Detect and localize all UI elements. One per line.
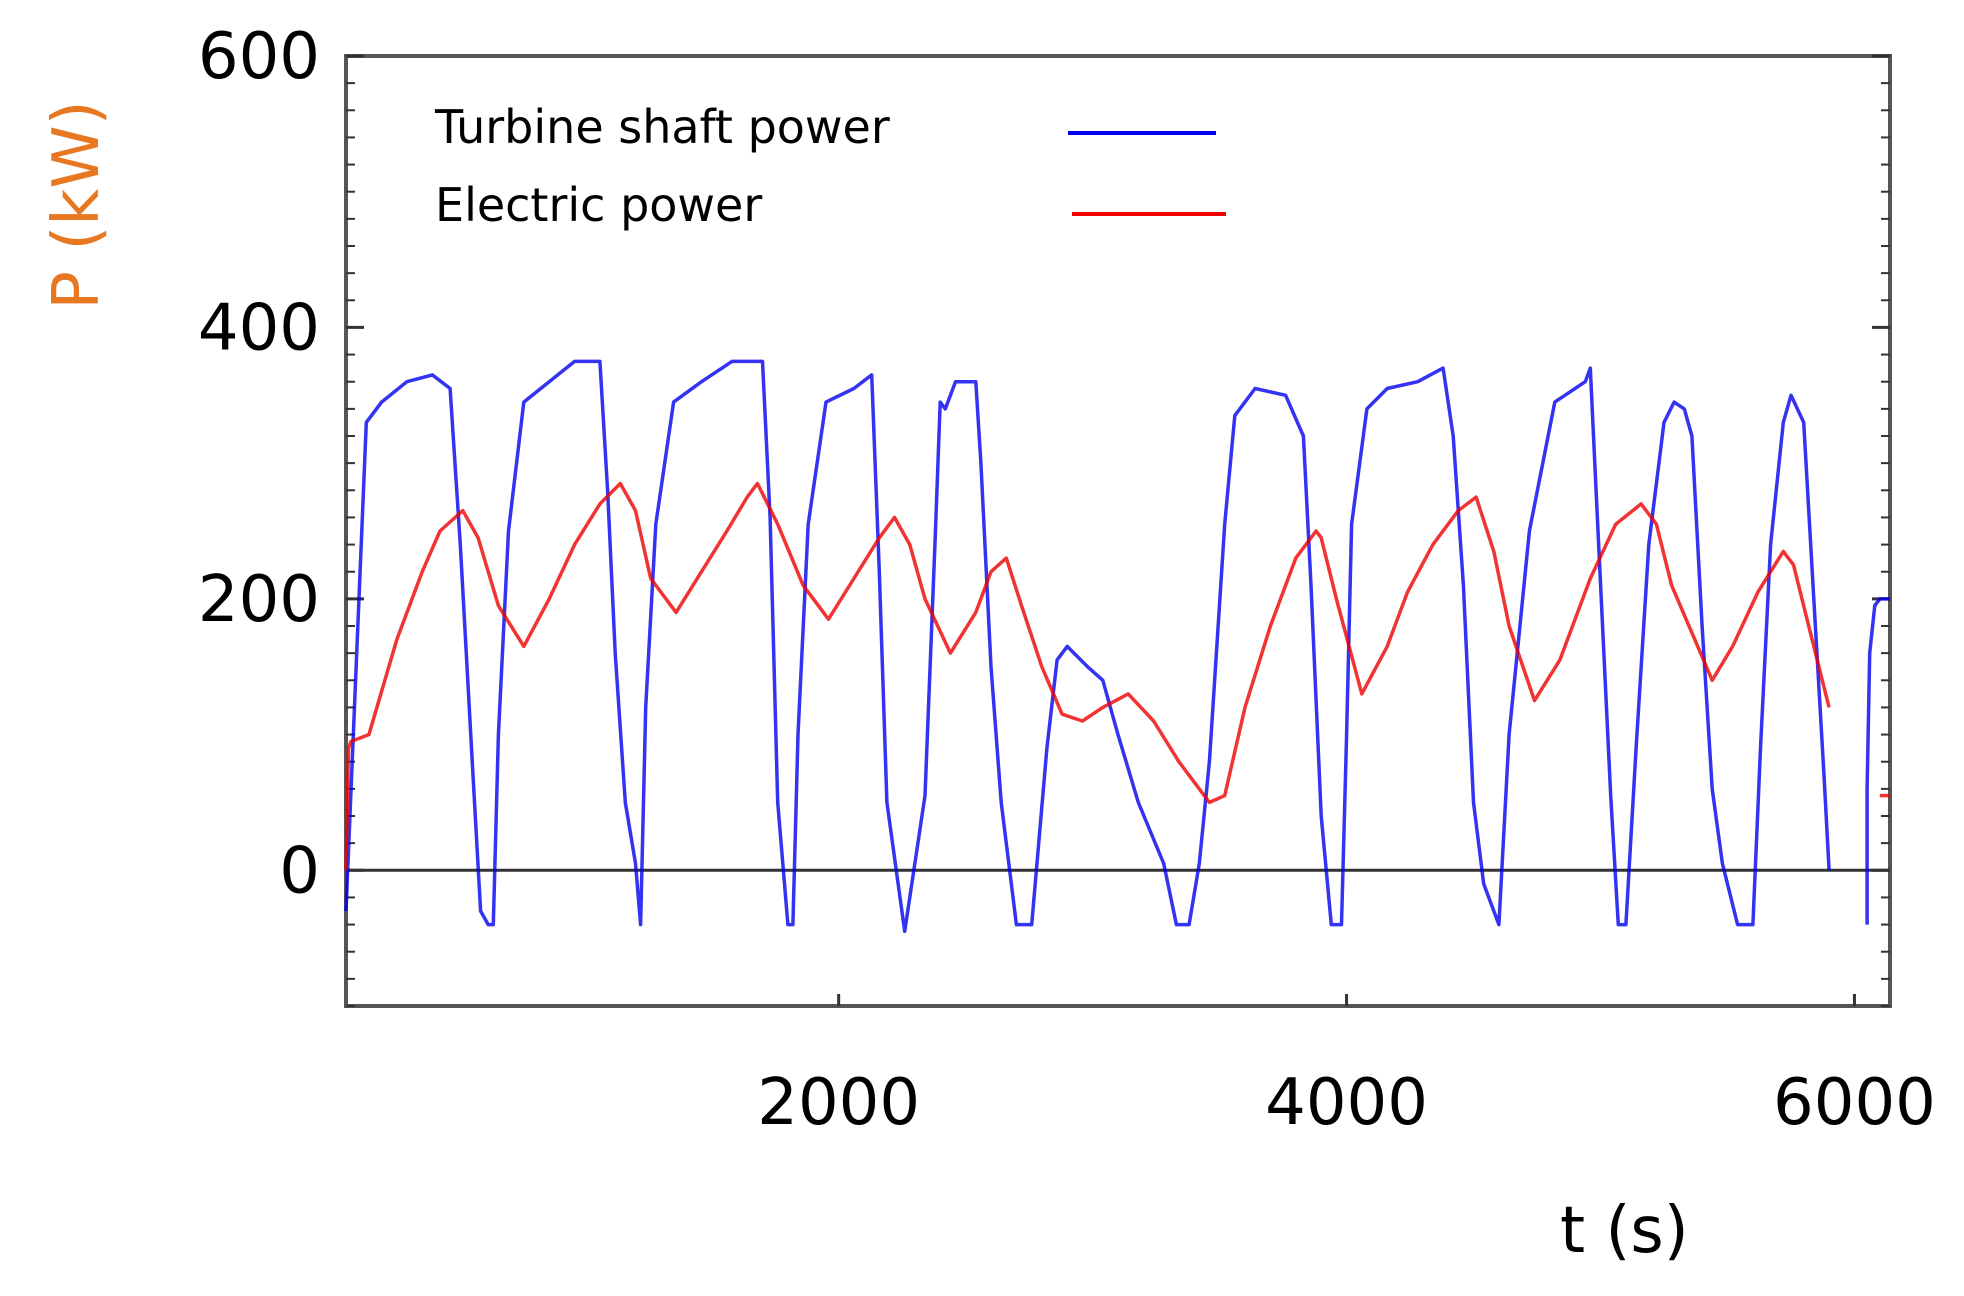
x-tick-label: 4000 bbox=[1265, 1066, 1428, 1140]
legend: Turbine shaft power Electric power bbox=[434, 100, 1226, 232]
series-layer bbox=[344, 359, 1890, 934]
x-tick-label: 2000 bbox=[757, 1066, 920, 1140]
series-line-turbine-shaft-power bbox=[344, 359, 1831, 934]
series-line-electric-power bbox=[344, 481, 1831, 871]
series-segment-turbine-shaft-power bbox=[1865, 597, 1890, 925]
y-tick-label: 400 bbox=[198, 291, 320, 365]
tick-labels: 0 200 400 600 2000 4000 6000 bbox=[198, 20, 1936, 1140]
y-tick-label: 0 bbox=[279, 834, 320, 908]
plot-frame bbox=[344, 54, 1892, 1008]
y-tick-label: 200 bbox=[198, 563, 320, 637]
y-axis-title: P (kW) bbox=[40, 100, 114, 309]
legend-label-electric-power: Electric power bbox=[435, 178, 762, 232]
x-tick-label: 6000 bbox=[1773, 1066, 1936, 1140]
y-tick-label: 600 bbox=[198, 20, 320, 94]
legend-label-turbine-shaft-power: Turbine shaft power bbox=[434, 100, 890, 154]
x-axis-title: t (s) bbox=[1560, 1194, 1689, 1268]
